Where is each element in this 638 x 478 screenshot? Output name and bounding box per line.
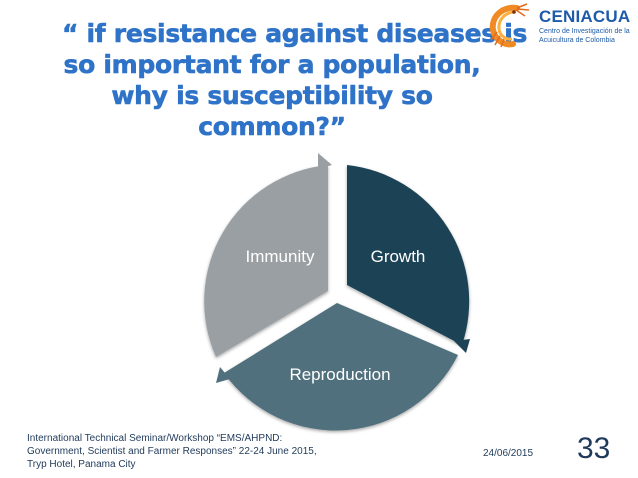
segment-growth: Growth [347,165,470,353]
logo-name: CENIACUA [539,7,631,26]
logo-subtitle-line: Centro de Investigación de la [539,28,630,35]
segment-label-reproduction: Reproduction [289,365,390,384]
segment-label-growth: Growth [371,247,426,266]
footer-event-text: International Technical Seminar/Workshop… [27,432,357,471]
page-number: 33 [577,432,611,465]
segment-label-immunity: Immunity [246,247,315,266]
cycle-diagram: Growth Reproduction Immunity [204,153,470,431]
logo-subtitle: Centro de Investigación de la Acuicultur… [539,27,638,45]
title-line: “ if resistance against diseases is [62,19,528,49]
segment-immunity: Immunity [204,153,332,357]
title-line: common?” [198,112,347,142]
shrimp-icon [489,3,530,48]
logo-subtitle-line: Acuicultura de Colombia [539,37,615,44]
footer-line: Tryp Hotel, Panama City [27,459,136,470]
footer-date: 24/06/2015 [483,448,534,459]
title-line: why is susceptibility so [111,81,433,111]
footer-line: International Technical Seminar/Workshop… [27,433,283,444]
title-line: so important for a population, [63,50,481,80]
footer-line: Government, Scientist and Farmer Respons… [27,446,317,457]
ceniacua-logo: CENIACUA Centro de Investigación de la A… [487,2,637,50]
segment-reproduction: Reproduction [216,303,458,431]
slide-title: “ if resistance against diseases is so i… [62,18,528,142]
